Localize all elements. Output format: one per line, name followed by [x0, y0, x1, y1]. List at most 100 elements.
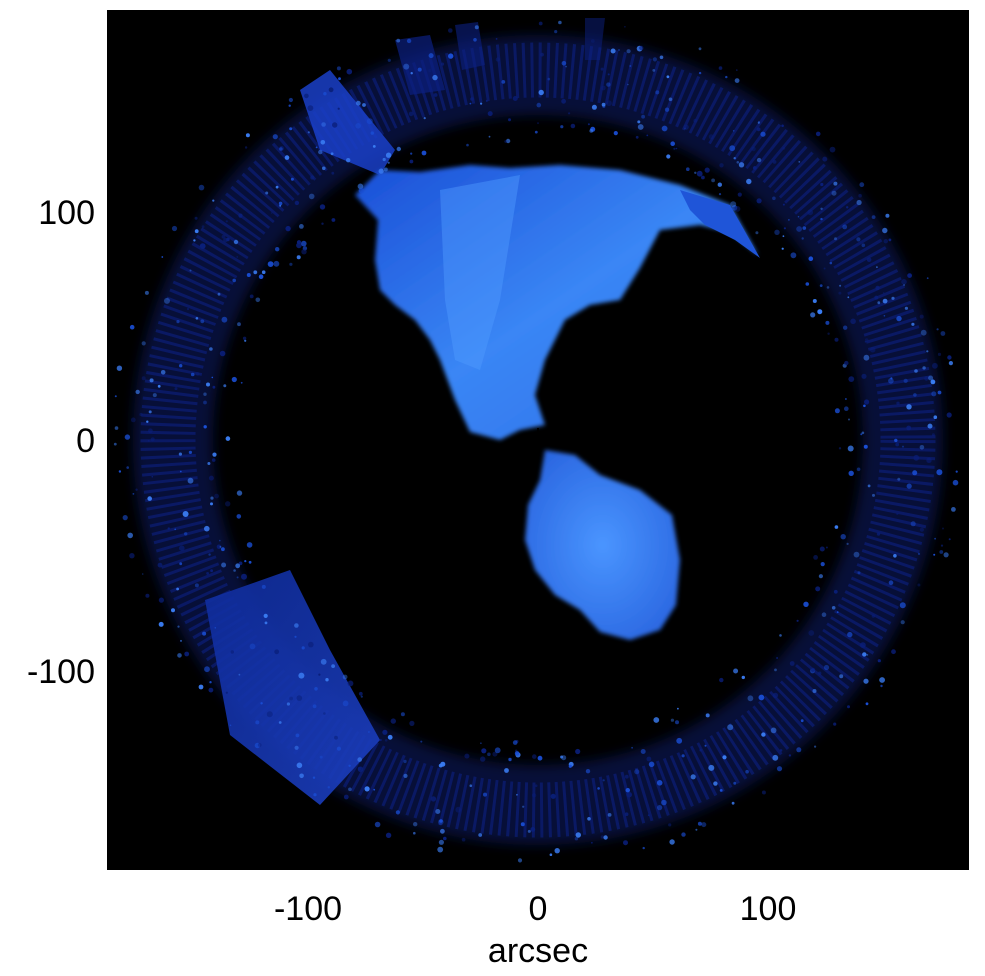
- star-dot: [704, 744, 707, 747]
- star-dot: [819, 546, 825, 552]
- star-dot: [601, 102, 606, 107]
- star-dot: [229, 724, 232, 727]
- star-dot: [299, 224, 304, 229]
- star-dot: [225, 220, 228, 223]
- star-dot: [430, 796, 437, 802]
- star-dot: [874, 295, 879, 300]
- star-dot: [385, 832, 392, 838]
- star-dot: [238, 673, 241, 676]
- star-dot: [948, 361, 954, 366]
- star-dot: [808, 256, 814, 262]
- star-dot: [387, 734, 393, 740]
- star-dot: [717, 182, 722, 187]
- star-dot: [532, 754, 537, 759]
- star-dot: [127, 532, 133, 539]
- star-dot: [756, 157, 762, 163]
- star-dot: [755, 231, 759, 235]
- star-dot: [420, 740, 423, 743]
- star-dot: [186, 307, 190, 311]
- star-dot: [554, 30, 558, 34]
- star-dot: [246, 273, 251, 277]
- star-dot: [781, 124, 784, 128]
- star-dot: [413, 831, 416, 835]
- star-dot: [833, 181, 838, 186]
- star-dot: [871, 215, 876, 220]
- star-dot: [289, 696, 293, 701]
- star-dot: [907, 273, 912, 278]
- star-dot: [895, 442, 900, 447]
- star-dot: [440, 828, 445, 834]
- star-dot: [834, 237, 837, 241]
- star-dot: [823, 664, 830, 671]
- star-dot: [260, 702, 263, 705]
- star-dot: [342, 700, 349, 707]
- star-dot: [549, 853, 553, 856]
- star-dot: [602, 779, 605, 782]
- star-dot: [480, 756, 486, 762]
- star-dot: [940, 544, 944, 547]
- cme-upper-structure: [355, 165, 758, 440]
- star-dot: [817, 309, 823, 315]
- star-dot: [597, 787, 600, 790]
- star-dot: [242, 336, 247, 340]
- star-dot: [208, 475, 214, 481]
- star-dot: [912, 470, 918, 476]
- star-dot: [514, 751, 520, 756]
- y-tick-label: -100: [27, 653, 95, 691]
- star-dot: [367, 731, 370, 733]
- star-dot: [207, 462, 211, 465]
- star-dot: [772, 692, 779, 699]
- star-dot: [888, 238, 892, 242]
- star-dot: [432, 74, 438, 81]
- star-dot: [940, 331, 946, 336]
- star-dot: [258, 274, 264, 280]
- star-dot: [319, 755, 323, 759]
- star-dot: [286, 702, 290, 706]
- star-dot: [179, 364, 183, 368]
- star-dot: [512, 740, 518, 745]
- star-dot: [829, 146, 836, 153]
- top-ray: [455, 22, 485, 70]
- x-tick-label: 0: [529, 890, 548, 928]
- star-dot: [668, 97, 673, 102]
- star-dot: [880, 684, 883, 688]
- star-dot: [179, 545, 185, 551]
- top-ray: [585, 18, 605, 60]
- star-dot: [827, 332, 830, 335]
- y-tick-labels: 100 0 -100: [27, 194, 95, 691]
- star-dot: [708, 134, 714, 140]
- star-dot: [195, 372, 200, 376]
- star-dot: [278, 201, 283, 206]
- star-dot: [561, 61, 567, 66]
- star-dot: [803, 601, 809, 607]
- star-dot: [625, 788, 630, 793]
- star-dot: [834, 408, 840, 414]
- star-dot: [926, 277, 929, 280]
- star-dot: [719, 163, 724, 168]
- star-dot: [385, 152, 392, 158]
- star-dot: [936, 469, 943, 476]
- star-dot: [900, 620, 905, 625]
- star-dot: [876, 266, 878, 268]
- star-dot: [796, 747, 802, 753]
- star-dot: [924, 376, 929, 381]
- star-dot: [342, 674, 348, 680]
- star-dot: [838, 447, 842, 450]
- star-dot: [195, 317, 199, 320]
- star-dot: [124, 434, 131, 440]
- star-dot: [911, 322, 915, 326]
- star-dot: [937, 352, 942, 356]
- star-dot: [642, 846, 645, 850]
- star-dot: [236, 256, 238, 258]
- star-dot: [587, 123, 590, 126]
- star-dot: [737, 192, 742, 197]
- x-tick-label: -100: [274, 890, 342, 928]
- star-dot: [261, 584, 266, 589]
- star-dot: [896, 512, 899, 516]
- star-dot: [863, 354, 870, 361]
- star-dot: [244, 560, 247, 563]
- star-dot: [850, 318, 856, 325]
- star-dot: [565, 65, 567, 68]
- star-dot: [178, 452, 182, 456]
- star-dot: [666, 75, 670, 79]
